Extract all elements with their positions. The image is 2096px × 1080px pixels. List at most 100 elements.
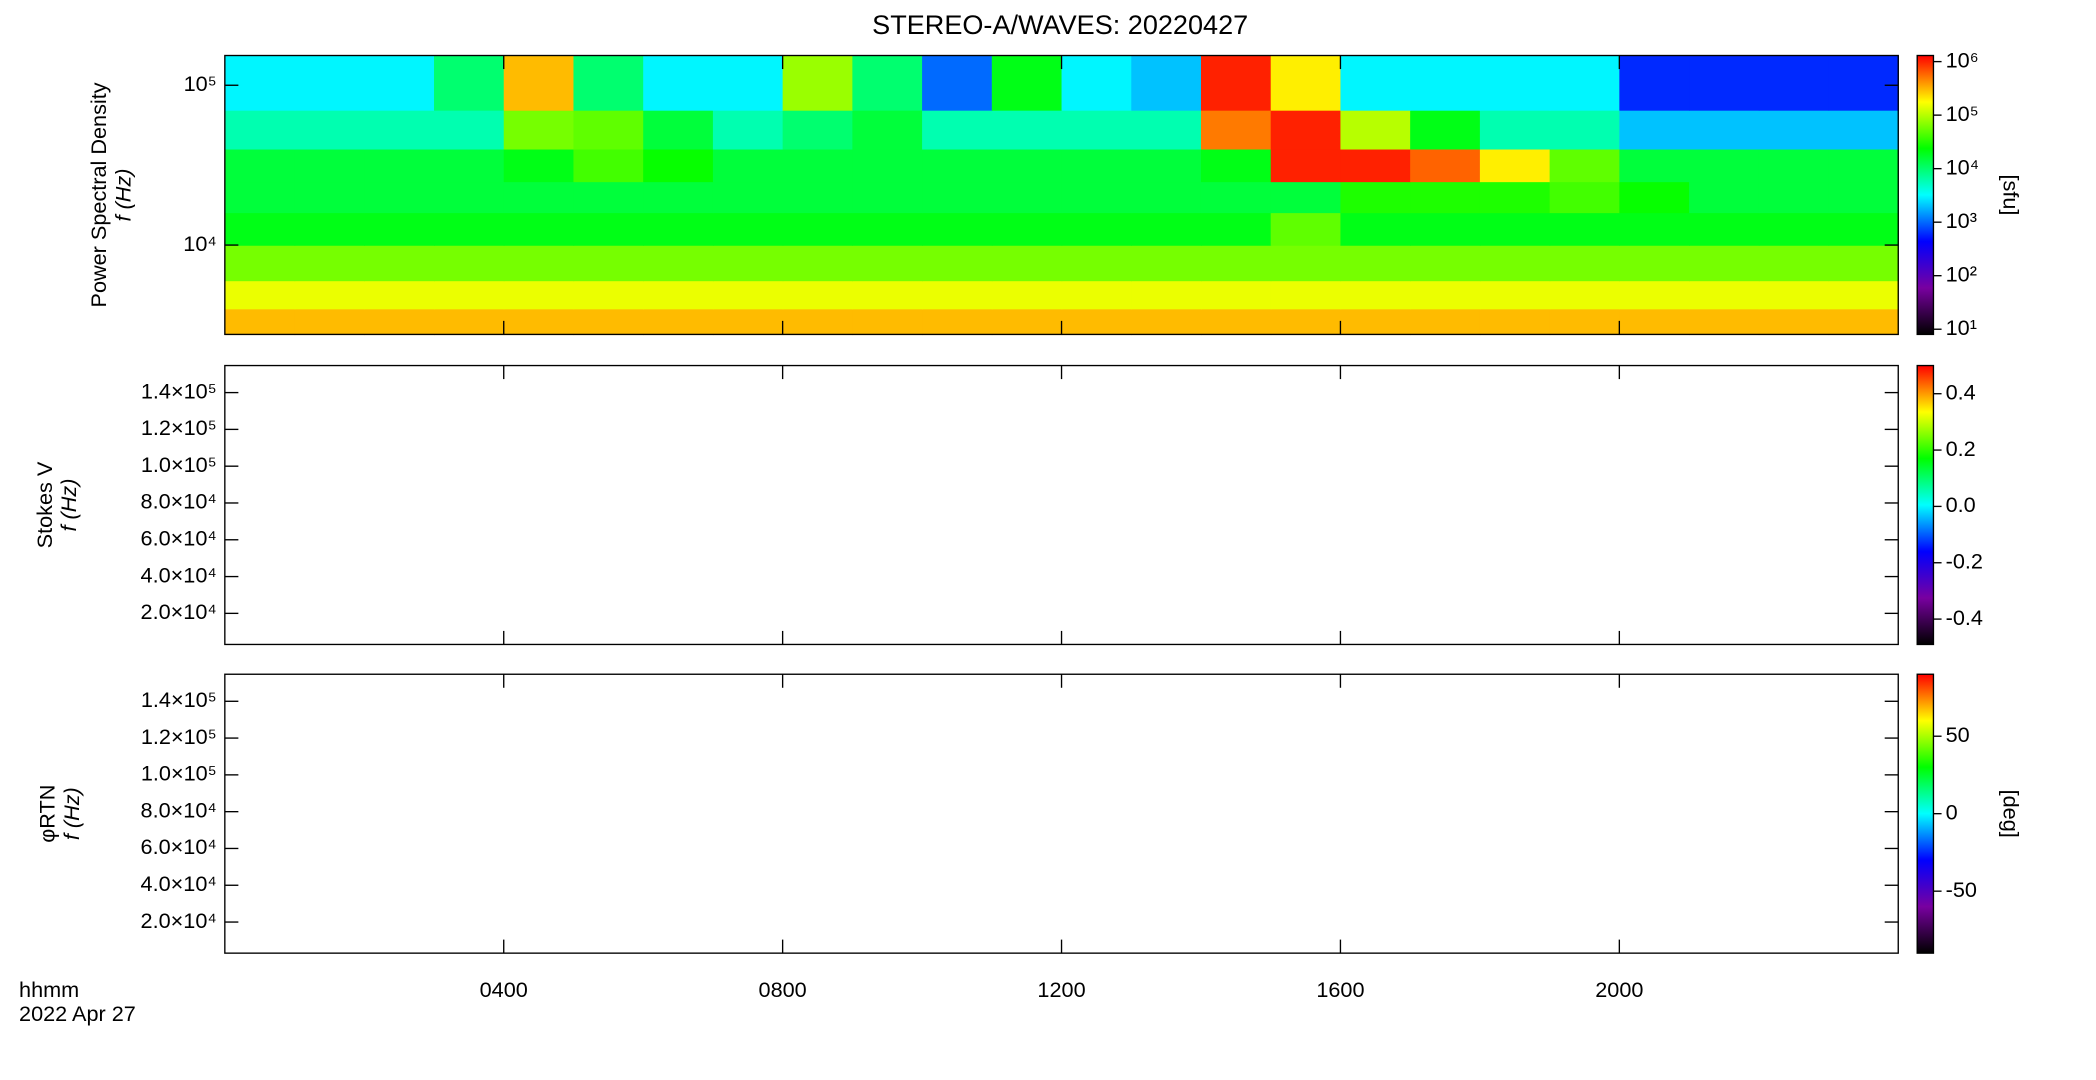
heatmap-cell: [1619, 308, 1690, 336]
heatmap-cell: [1131, 55, 1202, 111]
heatmap-cell: [1619, 110, 1690, 150]
heatmap-cell: [1340, 245, 1411, 282]
heatmap-cell: [922, 55, 993, 111]
heatmap-cell: [434, 308, 505, 336]
heatmap-cell: [224, 245, 296, 282]
colorbar-tick-label: 10⁵: [1946, 101, 1979, 126]
heatmap-cell: [224, 148, 296, 183]
heatmap-cell: [1410, 55, 1481, 111]
heatmap-cell: [294, 245, 365, 282]
heatmap-cell: [434, 212, 505, 246]
heatmap-cell: [1131, 148, 1202, 183]
heatmap-cell: [1061, 212, 1132, 246]
heatmap-cell: [1410, 212, 1481, 246]
heatmap-cell: [1619, 280, 1690, 310]
heatmap-cell: [1828, 245, 1899, 282]
heatmap-cell: [643, 110, 714, 150]
y-tick-label: 4.0×10⁴: [141, 871, 217, 896]
heatmap-cell: [1200, 308, 1272, 336]
heatmap-cell: [1200, 245, 1272, 282]
y-tick-label: 1.4×10⁵: [141, 378, 217, 403]
heatmap-cell: [643, 245, 714, 282]
heatmap-cell: [364, 245, 435, 282]
heatmap-cell: [364, 181, 435, 214]
heatmap-cell: [1549, 181, 1621, 214]
heatmap-cell: [643, 148, 714, 183]
heatmap-cell: [1479, 181, 1551, 214]
heatmap-cell: [434, 110, 505, 150]
chart-title: STEREO-A/WAVES: 20220427: [872, 9, 1248, 40]
heatmap-cell: [712, 181, 784, 214]
heatmap-cell: [364, 308, 435, 336]
heatmap-cell: [991, 148, 1063, 183]
heatmap-cell: [224, 181, 296, 214]
x-axis-label: 2022 Apr 27: [19, 1001, 136, 1026]
y-tick-label: 2.0×10⁴: [141, 599, 217, 624]
y-axis-label: f (Hz): [56, 479, 81, 532]
heatmap-cell: [1828, 280, 1899, 310]
heatmap-cell: [712, 280, 784, 310]
heatmap-cell: [1340, 308, 1411, 336]
heatmap-cell: [364, 110, 435, 150]
heatmap-cell: [573, 280, 644, 310]
colorbar-tick-label: 0.4: [1946, 379, 1976, 404]
heatmap-cell: [1689, 280, 1760, 310]
colorbar: [1916, 54, 1935, 336]
heatmap-cell: [922, 148, 993, 183]
heatmap-cell: [1410, 308, 1481, 336]
heatmap-cell: [294, 181, 365, 214]
heatmap-cell: [503, 308, 575, 336]
heatmap-cell: [1479, 245, 1551, 282]
heatmap-cell: [1200, 280, 1272, 310]
heatmap-cell: [1200, 181, 1272, 214]
heatmap-cell: [1270, 308, 1342, 336]
heatmap-cell: [294, 280, 365, 310]
heatmap-cell: [991, 181, 1063, 214]
colorbar-tick-label: 10²: [1946, 261, 1977, 286]
colorbar-tick-label: 10⁶: [1946, 47, 1979, 72]
heatmap-cell: [1619, 55, 1690, 111]
heatmap-cell: [224, 308, 296, 336]
heatmap-cell: [1340, 212, 1411, 246]
heatmap-cell: [1410, 148, 1481, 183]
x-tick-label: 0400: [480, 977, 528, 1002]
heatmap-cell: [1689, 212, 1760, 246]
colorbar-label: [sfu]: [1999, 174, 2024, 215]
heatmap-cell: [1689, 148, 1760, 183]
heatmap-cell: [1131, 245, 1202, 282]
heatmap-cell: [1549, 245, 1621, 282]
y-tick-label: 1.2×10⁵: [141, 724, 217, 749]
colorbar: [1916, 673, 1935, 954]
heatmap-cell: [573, 308, 644, 336]
heatmap-cell: [712, 55, 784, 111]
heatmap-cell: [643, 55, 714, 111]
heatmap-cell: [1340, 181, 1411, 214]
heatmap-cell: [922, 308, 993, 336]
heatmap-cell: [712, 148, 784, 183]
heatmap-cell: [1061, 148, 1132, 183]
heatmap-cell: [1131, 308, 1202, 336]
heatmap-cell: [922, 212, 993, 246]
heatmap-cell: [1061, 308, 1132, 336]
heatmap-cell: [434, 55, 505, 111]
heatmap-cell: [1200, 212, 1272, 246]
heatmap-cell: [294, 308, 365, 336]
colorbar: [1916, 364, 1935, 646]
heatmap-cell: [1340, 148, 1411, 183]
heatmap-cell: [503, 280, 575, 310]
heatmap-cell: [1479, 212, 1551, 246]
colorbar-tick-label: 0.0: [1946, 492, 1976, 517]
heatmap-cell: [1689, 110, 1760, 150]
heatmap-cell: [1200, 110, 1272, 150]
heatmap-cell: [922, 280, 993, 310]
heatmap-cell: [1549, 280, 1621, 310]
heatmap-cell: [643, 181, 714, 214]
heatmap-cell: [712, 308, 784, 336]
heatmap-cell: [573, 55, 644, 111]
heatmap-cell: [503, 212, 575, 246]
heatmap-cell: [1479, 110, 1551, 150]
heatmap-cell: [1131, 181, 1202, 214]
heatmap-cell: [1758, 55, 1830, 111]
heatmap-cell: [1200, 55, 1272, 111]
colorbar-tick-label: -50: [1946, 877, 1977, 902]
